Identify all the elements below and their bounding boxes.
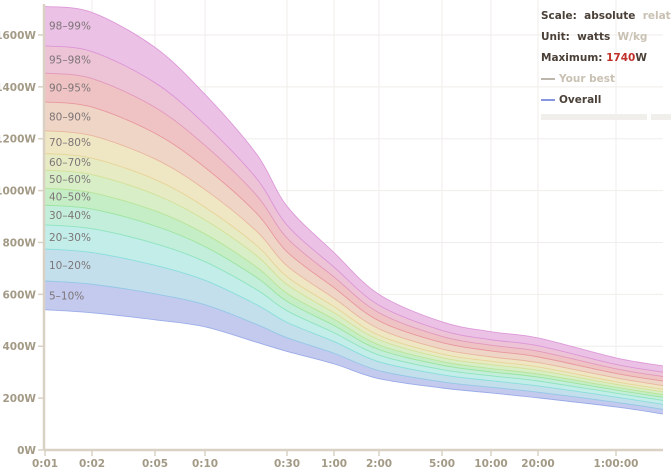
x-tick-label: 0:01 bbox=[32, 458, 58, 470]
your-best-swatch-icon bbox=[541, 78, 555, 80]
legend-overall[interactable]: Overall bbox=[541, 92, 671, 113]
band-label: 98–99% bbox=[49, 20, 91, 32]
percentile-line-30 bbox=[44, 224, 664, 401]
percentile-line-10 bbox=[44, 280, 664, 410]
band-label: 5–10% bbox=[49, 290, 84, 302]
percentile-line-99 bbox=[44, 5, 664, 367]
percentile-line-80 bbox=[44, 130, 664, 387]
unit-label: Unit: bbox=[541, 31, 570, 43]
band-label: 80–90% bbox=[49, 111, 91, 123]
band-label: 90–95% bbox=[49, 82, 91, 94]
maximum-unit: W bbox=[635, 52, 647, 64]
y-tick-label: 800W bbox=[3, 237, 37, 249]
percentile-lines bbox=[44, 5, 664, 415]
maximum-row: Maximum: 1740W bbox=[541, 50, 671, 71]
x-tick-label: 0:30 bbox=[274, 458, 300, 470]
y-tick-label: 1400W bbox=[0, 82, 36, 94]
unit-watts-option[interactable]: watts bbox=[577, 31, 611, 43]
legend-your-best[interactable]: Your best bbox=[541, 71, 671, 92]
below-5pct-area bbox=[45, 309, 663, 450]
band-label: 60–70% bbox=[49, 157, 91, 169]
band-labels: 5–10% 10–20% 20–30% 30–40% 40–50% 50–60% 60–70… bbox=[49, 20, 91, 302]
unit-row: Unit: watts W/kg bbox=[541, 29, 671, 50]
x-tick-label: 0:10 bbox=[192, 458, 218, 470]
band-label: 50–60% bbox=[49, 174, 91, 186]
x-tick-label: 0:02 bbox=[79, 458, 105, 470]
band-label: 70–80% bbox=[49, 137, 91, 149]
percentile-line-95 bbox=[44, 72, 664, 378]
band-label: 40–50% bbox=[49, 192, 91, 204]
overall-swatch-icon bbox=[541, 99, 555, 101]
x-tick-label: 20:00 bbox=[521, 458, 554, 470]
y-tick-label: 400W bbox=[3, 341, 37, 353]
band-label: 20–30% bbox=[49, 232, 91, 244]
band-label: 95–98% bbox=[49, 54, 91, 66]
unit-wkg-option[interactable]: W/kg bbox=[617, 31, 648, 43]
percentile-line-50 bbox=[44, 187, 664, 396]
slider-track-right[interactable] bbox=[651, 114, 671, 120]
percentile-line-40 bbox=[44, 204, 664, 398]
percentile-line-5 bbox=[44, 309, 664, 415]
percentile-line-20 bbox=[44, 248, 664, 405]
overall-label: Overall bbox=[559, 94, 602, 106]
y-tick-label: 1600W bbox=[0, 30, 36, 42]
scale-relative-option[interactable]: relative bbox=[642, 10, 671, 22]
y-tick-label: 1000W bbox=[0, 186, 36, 198]
legend: Scale: absolute relative Unit: watts W/k… bbox=[541, 8, 671, 120]
scale-label: Scale: bbox=[541, 10, 577, 22]
percentile-line-60 bbox=[44, 169, 664, 393]
scale-row: Scale: absolute relative bbox=[541, 8, 671, 29]
slider-track-left[interactable] bbox=[541, 114, 647, 120]
y-tick-label: 1200W bbox=[0, 134, 36, 146]
x-tick-label: 10:00 bbox=[474, 458, 507, 470]
band-label: 10–20% bbox=[49, 260, 91, 272]
your-best-label: Your best bbox=[559, 73, 616, 85]
y-tick-label: 200W bbox=[3, 393, 37, 405]
x-tick-label: 5:00 bbox=[429, 458, 455, 470]
y-tick-label: 0W bbox=[17, 445, 36, 457]
percentile-line-90 bbox=[44, 101, 664, 382]
maximum-value: 1740 bbox=[606, 52, 636, 64]
x-tick-label: 1:00:00 bbox=[594, 458, 639, 470]
maximum-label: Maximum: bbox=[541, 52, 603, 64]
percentile-line-70 bbox=[44, 153, 664, 390]
band-label: 30–40% bbox=[49, 210, 91, 222]
x-tick-label: 1:00 bbox=[321, 458, 347, 470]
range-slider[interactable] bbox=[541, 114, 671, 120]
y-tick-label: 600W bbox=[3, 289, 37, 301]
x-tick-label: 0:05 bbox=[142, 458, 168, 470]
scale-absolute-option[interactable]: absolute bbox=[584, 10, 636, 22]
x-tick-label: 2:00 bbox=[366, 458, 392, 470]
percentile-line-98 bbox=[44, 45, 664, 373]
axes: 0W 200W 400W 600W 800W 1000W 1200W 1400W 1600W 0:… bbox=[0, 4, 663, 470]
